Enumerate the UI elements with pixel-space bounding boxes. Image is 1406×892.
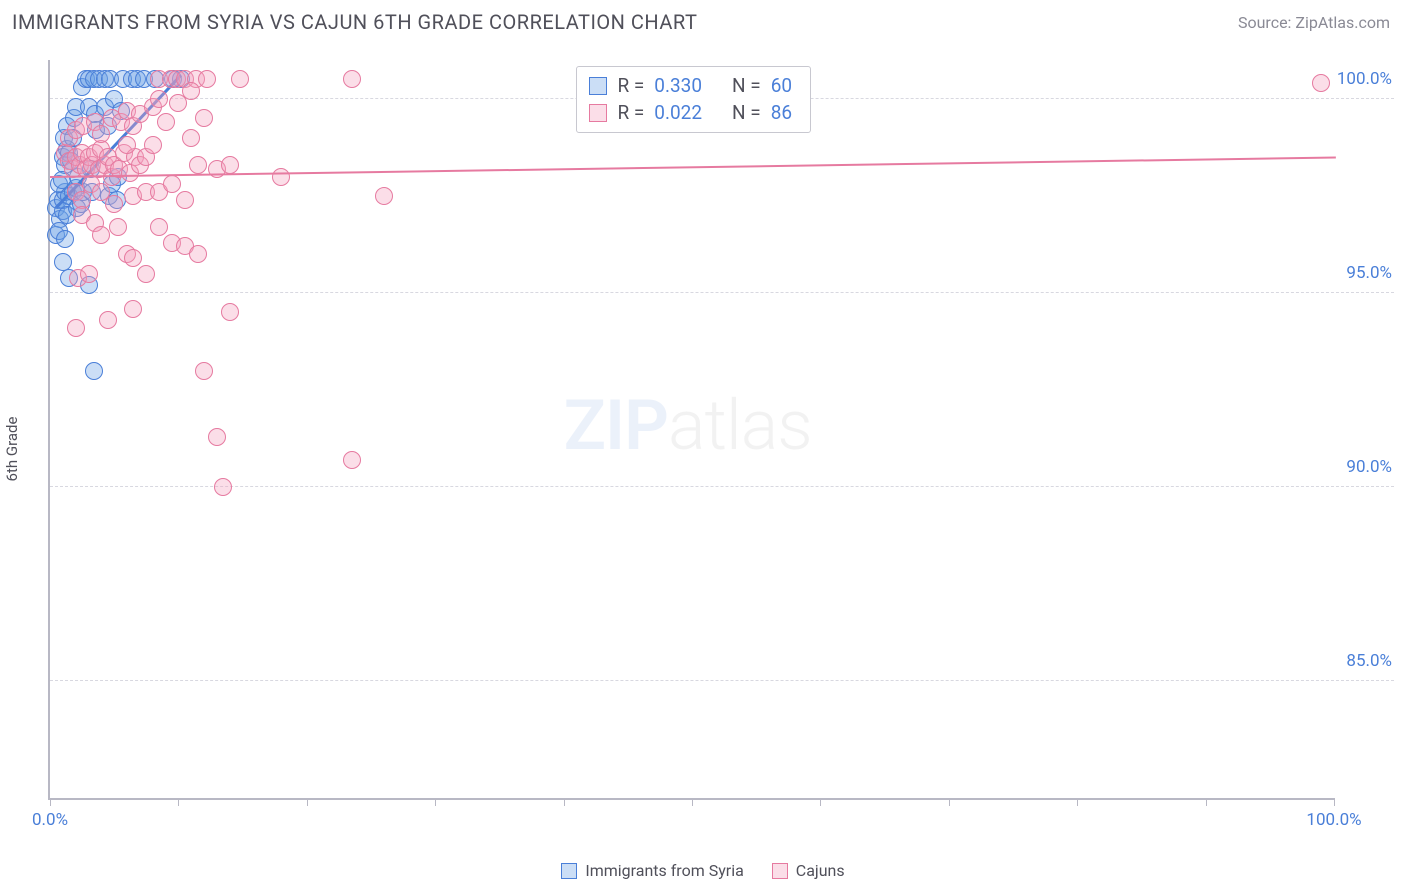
legend-item: Cajuns bbox=[772, 861, 845, 880]
x-tick-label: 0.0% bbox=[32, 810, 68, 830]
y-tick-label: 90.0% bbox=[1346, 457, 1392, 477]
scatter-point bbox=[343, 70, 361, 88]
x-tick bbox=[949, 798, 950, 806]
scatter-point bbox=[221, 303, 239, 321]
scatter-point bbox=[182, 82, 200, 100]
legend-item: Immigrants from Syria bbox=[561, 861, 743, 880]
chart-title: IMMIGRANTS FROM SYRIA VS CAJUN 6TH GRADE… bbox=[12, 10, 697, 34]
y-axis-label: 6th Grade bbox=[3, 417, 21, 482]
x-tick bbox=[564, 798, 565, 806]
x-tick bbox=[307, 798, 308, 806]
stat-row: R = 0.022 N = 86 bbox=[589, 100, 792, 127]
x-tick bbox=[692, 798, 693, 806]
scatter-point bbox=[195, 109, 213, 127]
x-tick bbox=[50, 798, 51, 806]
scatter-point bbox=[150, 90, 168, 108]
scatter-point bbox=[109, 218, 127, 236]
chart-area: 6th Grade ZIPatlas 85.0%90.0%95.0%100.0%… bbox=[12, 46, 1394, 852]
gridline bbox=[50, 486, 1394, 487]
scatter-point bbox=[137, 265, 155, 283]
scatter-point bbox=[182, 129, 200, 147]
stat-n-value: 60 bbox=[771, 73, 792, 100]
scatter-point bbox=[92, 125, 110, 143]
stat-r-label: R = bbox=[617, 100, 644, 127]
scatter-point bbox=[208, 428, 226, 446]
x-tick-label: 100.0% bbox=[1306, 810, 1361, 830]
chart-header: IMMIGRANTS FROM SYRIA VS CAJUN 6TH GRADE… bbox=[0, 0, 1406, 40]
scatter-point bbox=[118, 136, 136, 154]
scatter-point bbox=[176, 191, 194, 209]
x-tick bbox=[1334, 798, 1335, 806]
legend-swatch bbox=[589, 104, 607, 122]
scatter-point bbox=[231, 70, 249, 88]
legend-swatch bbox=[561, 863, 577, 879]
scatter-point bbox=[189, 156, 207, 174]
scatter-point bbox=[105, 195, 123, 213]
gridline bbox=[50, 680, 1394, 681]
scatter-point bbox=[272, 168, 290, 186]
watermark: ZIPatlas bbox=[564, 385, 812, 467]
stat-n-label: N = bbox=[732, 100, 761, 127]
legend-swatch bbox=[772, 863, 788, 879]
stat-n-value: 86 bbox=[771, 100, 792, 127]
scatter-point bbox=[144, 136, 162, 154]
stat-row: R = 0.330 N = 60 bbox=[589, 73, 792, 100]
stat-r-value: 0.330 bbox=[654, 73, 702, 100]
bottom-legend: Immigrants from Syria Cajuns bbox=[0, 861, 1406, 880]
y-tick-label: 100.0% bbox=[1337, 69, 1392, 89]
stat-r-label: R = bbox=[617, 73, 644, 100]
scatter-point bbox=[67, 319, 85, 337]
scatter-point bbox=[56, 230, 74, 248]
scatter-point bbox=[198, 70, 216, 88]
x-tick bbox=[178, 798, 179, 806]
scatter-point bbox=[157, 113, 175, 131]
watermark-bold: ZIP bbox=[564, 385, 668, 467]
x-tick bbox=[1206, 798, 1207, 806]
scatter-point bbox=[80, 265, 98, 283]
scatter-point bbox=[343, 451, 361, 469]
scatter-point bbox=[124, 249, 142, 267]
y-tick-label: 95.0% bbox=[1346, 263, 1392, 283]
x-tick bbox=[1077, 798, 1078, 806]
gridline bbox=[50, 292, 1394, 293]
scatter-point bbox=[124, 300, 142, 318]
y-tick-label: 85.0% bbox=[1346, 651, 1392, 671]
chart-source: Source: ZipAtlas.com bbox=[1238, 13, 1390, 32]
trend-line bbox=[50, 156, 1336, 177]
legend-swatch bbox=[589, 77, 607, 95]
scatter-point bbox=[92, 226, 110, 244]
scatter-point bbox=[150, 218, 168, 236]
scatter-point bbox=[189, 245, 207, 263]
scatter-point bbox=[163, 175, 181, 193]
scatter-point bbox=[221, 156, 239, 174]
legend-label: Immigrants from Syria bbox=[585, 861, 743, 880]
scatter-point bbox=[1312, 74, 1330, 92]
x-tick bbox=[820, 798, 821, 806]
scatter-point bbox=[375, 187, 393, 205]
stat-r-value: 0.022 bbox=[654, 100, 702, 127]
correlation-stat-box: R = 0.330 N = 60 R = 0.022 N = 86 bbox=[576, 66, 811, 133]
scatter-point bbox=[214, 478, 232, 496]
scatter-point bbox=[99, 311, 117, 329]
legend-label: Cajuns bbox=[796, 861, 845, 880]
stat-n-label: N = bbox=[732, 73, 761, 100]
plot-area: ZIPatlas 85.0%90.0%95.0%100.0%0.0%100.0%… bbox=[48, 60, 1334, 800]
scatter-point bbox=[85, 362, 103, 380]
scatter-point bbox=[195, 362, 213, 380]
watermark-thin: atlas bbox=[668, 385, 812, 467]
x-tick bbox=[435, 798, 436, 806]
